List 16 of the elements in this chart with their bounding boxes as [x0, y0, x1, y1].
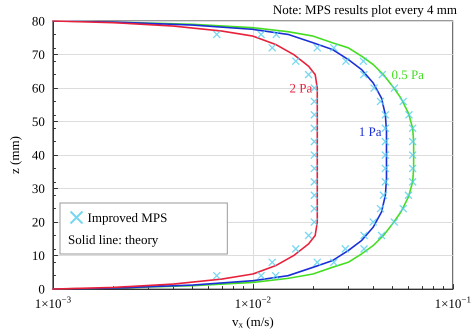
- text: Note: MPS results plot every 4 mm: [272, 2, 458, 17]
- y-tick-label: 80: [32, 14, 45, 28]
- y-tick-label: 60: [32, 80, 45, 96]
- y-tick-label: 40: [32, 148, 45, 163]
- legend-label: Improved MPS: [88, 210, 168, 225]
- series-label: 2 Pa: [290, 80, 313, 96]
- y-tick-label: 10: [32, 248, 45, 264]
- series-label: 0.5 Pa: [391, 67, 424, 82]
- y-tick-label: 0: [38, 282, 45, 297]
- annotation: Solid line: theory: [68, 232, 159, 247]
- y-tick-label: 70: [32, 47, 45, 62]
- y-tick-label: 30: [32, 181, 45, 196]
- series-label: 1 Pa: [358, 124, 382, 140]
- y-axis-title: z (mm): [7, 136, 22, 174]
- y-tick-label: 50: [32, 114, 45, 130]
- y-tick-label: 20: [32, 214, 45, 230]
